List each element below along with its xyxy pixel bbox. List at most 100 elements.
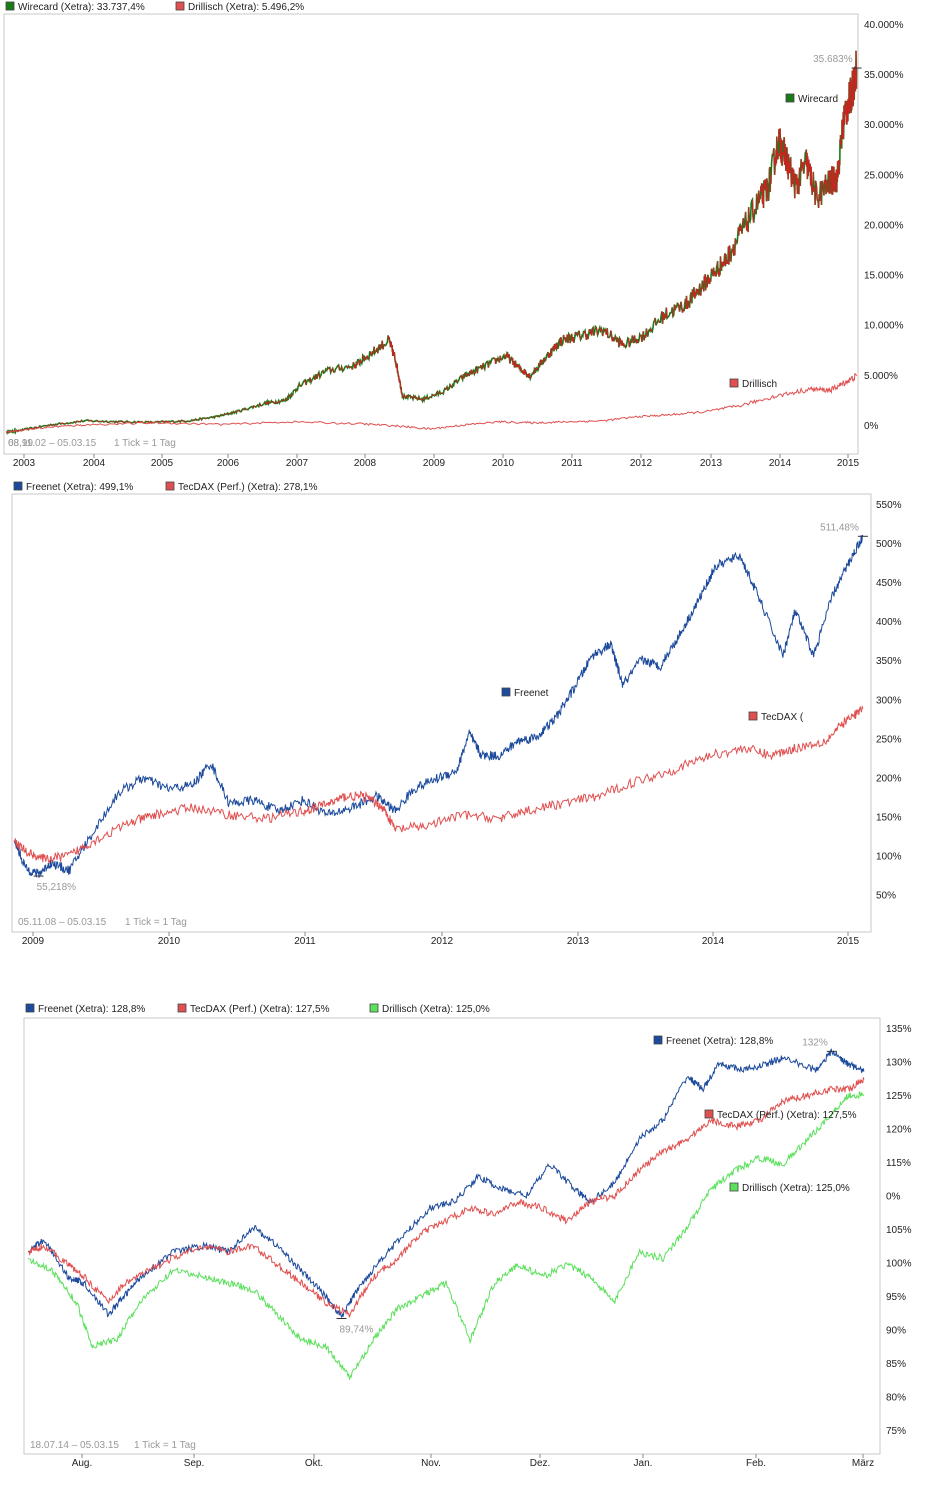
legend-swatch xyxy=(165,481,175,491)
y-tick-label: 135% xyxy=(886,1024,912,1035)
series-down-ticks-wirecard xyxy=(6,50,857,434)
y-tick-label: 120% xyxy=(886,1124,912,1135)
y-tick-label: 0% xyxy=(864,421,879,432)
max-label: 132% xyxy=(802,1037,828,1048)
series-label: TecDAX (Perf.) (Xetra): 127,5% xyxy=(717,1110,857,1121)
series-label: TecDAX ( xyxy=(761,712,804,723)
x-tick-label: Aug. xyxy=(72,1458,93,1469)
legend-swatch xyxy=(175,1,185,11)
y-tick-label: 30.000% xyxy=(864,120,904,131)
x-tick-label: 2003 xyxy=(13,458,36,469)
x-tick-label: 2014 xyxy=(702,936,725,947)
min-label: 55,218% xyxy=(37,882,77,893)
max-label: 35.683% xyxy=(813,54,853,65)
series-label-swatch xyxy=(653,1035,663,1045)
tick-info: 1 Tick = 1 Tag xyxy=(114,438,176,449)
legend-swatch xyxy=(13,481,23,491)
legend-swatch xyxy=(369,1003,379,1013)
x-tick-label: 2013 xyxy=(567,936,590,947)
legend-entry: TecDAX (Perf.) (Xetra): 278,1% xyxy=(178,482,318,493)
overlap-label: 68,99 xyxy=(8,438,33,449)
x-tick-label: 2005 xyxy=(151,458,174,469)
x-tick-label: 2009 xyxy=(423,458,446,469)
y-tick-label: 35.000% xyxy=(864,70,904,81)
y-tick-label: 90% xyxy=(886,1325,906,1336)
series-label-swatch xyxy=(729,378,739,388)
y-tick-label: 20.000% xyxy=(864,220,904,231)
y-tick-label: 300% xyxy=(876,695,902,706)
series-label: Drillisch (Xetra): 125,0% xyxy=(742,1183,850,1194)
series-line-drillisch xyxy=(5,372,858,433)
y-tick-label: 150% xyxy=(876,812,902,823)
legend-swatch xyxy=(25,1003,35,1013)
series-label-swatch xyxy=(704,1109,714,1119)
series-line-tecdax xyxy=(13,705,864,865)
x-tick-label: 2011 xyxy=(294,936,316,947)
x-tick-label: 2015 xyxy=(837,458,860,469)
y-tick-label: 85% xyxy=(886,1359,906,1370)
series-line-freenet xyxy=(13,534,864,879)
chart-panel-1: Wirecard (Xetra): 33.737,4% Drillisch (Xe… xyxy=(3,1,904,469)
date-range: 05.11.08 – 05.03.15 xyxy=(18,917,107,928)
y-tick-label: 40.000% xyxy=(864,20,904,31)
y-tick-label: 550% xyxy=(876,500,902,511)
x-tick-label: 2010 xyxy=(158,936,181,947)
x-tick-label: 2010 xyxy=(492,458,515,469)
legend-swatch xyxy=(5,1,15,11)
series-label: Wirecard xyxy=(798,94,838,105)
plot-frame xyxy=(3,13,859,455)
y-tick-label: 100% xyxy=(876,852,902,863)
y-tick-label: 15.000% xyxy=(864,271,904,282)
series-line-tecdax xyxy=(27,1077,865,1318)
x-tick-label: Dez. xyxy=(530,1458,551,1469)
series-label: Drillisch xyxy=(742,379,777,390)
x-tick-label: März xyxy=(852,1458,874,1469)
x-tick-label: Jan. xyxy=(634,1458,653,1469)
y-tick-label: 250% xyxy=(876,734,902,745)
y-tick-label: 25.000% xyxy=(864,170,904,181)
x-tick-label: 2013 xyxy=(700,458,723,469)
x-tick-label: 2006 xyxy=(217,458,240,469)
legend-entry: Drillisch (Xetra): 5.496,2% xyxy=(188,2,304,13)
y-tick-label: 10.000% xyxy=(864,321,904,332)
plot-frame xyxy=(23,1017,881,1455)
series-label-swatch xyxy=(501,687,511,697)
y-tick-label: 450% xyxy=(876,578,902,589)
tick-info: 1 Tick = 1 Tag xyxy=(134,1440,196,1451)
series-label-swatch xyxy=(748,711,758,721)
series-line-freenet xyxy=(27,1048,865,1318)
x-tick-label: 2004 xyxy=(83,458,106,469)
series-label-swatch xyxy=(729,1182,739,1192)
x-tick-label: 2014 xyxy=(769,458,792,469)
x-tick-label: 2009 xyxy=(22,936,45,947)
y-tick-label: 500% xyxy=(876,539,902,550)
x-tick-label: 2012 xyxy=(431,936,454,947)
y-tick-label: 100% xyxy=(886,1258,912,1269)
date-range: 18.07.14 – 05.03.15 xyxy=(30,1440,119,1451)
y-tick-label: 200% xyxy=(876,773,902,784)
series-label: Freenet xyxy=(514,688,549,699)
series-line-drillisch xyxy=(27,1091,865,1380)
x-tick-label: Sep. xyxy=(184,1458,205,1469)
series-label: Freenet (Xetra): 128,8% xyxy=(666,1036,773,1047)
y-tick-label: 95% xyxy=(886,1292,906,1303)
x-tick-label: 2015 xyxy=(837,936,860,947)
legend-swatch xyxy=(177,1003,187,1013)
max-label: 511,48% xyxy=(820,522,859,533)
legend-entry: TecDAX (Perf.) (Xetra): 127,5% xyxy=(190,1004,330,1015)
date-range: 08.11.02 – 05.03.15 xyxy=(8,438,97,449)
y-tick-label: 115% xyxy=(886,1158,911,1169)
y-tick-label: 75% xyxy=(886,1426,906,1437)
x-tick-label: 2011 xyxy=(561,458,583,469)
x-tick-label: 2007 xyxy=(286,458,309,469)
x-tick-label: Okt. xyxy=(305,1458,323,1469)
x-tick-label: Feb. xyxy=(746,1458,766,1469)
y-tick-label: 5.000% xyxy=(864,371,898,382)
y-tick-label: 350% xyxy=(876,656,902,667)
series-label-swatch xyxy=(785,93,795,103)
x-tick-label: Nov. xyxy=(421,1458,441,1469)
y-tick-label: 105% xyxy=(886,1225,912,1236)
chart-panel-3: Freenet (Xetra): 128,8% TecDAX (Perf.) (X… xyxy=(23,1003,912,1469)
x-tick-label: 2012 xyxy=(630,458,653,469)
y-tick-label: 80% xyxy=(886,1392,906,1403)
